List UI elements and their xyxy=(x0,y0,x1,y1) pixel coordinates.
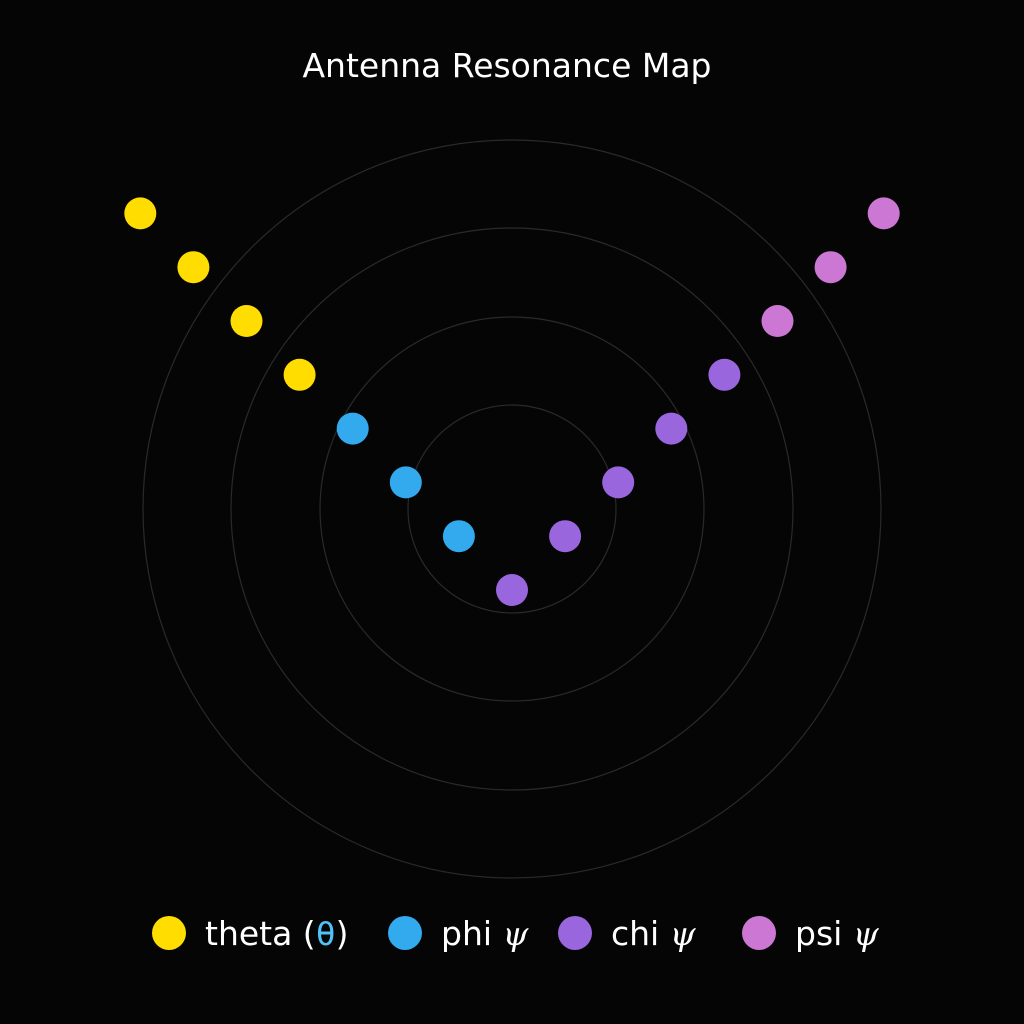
data-point-chi xyxy=(655,412,688,445)
data-point-phi xyxy=(389,466,422,499)
data-point-theta xyxy=(177,251,210,284)
grid-rings xyxy=(142,139,882,879)
legend-label-phi: phi ψ xyxy=(441,914,530,953)
legend-marker-theta xyxy=(152,916,186,950)
data-point-chi xyxy=(496,574,528,606)
data-point-phi xyxy=(442,520,475,553)
data-point-chi xyxy=(708,358,741,391)
data-point-theta xyxy=(124,197,157,230)
grid-ring xyxy=(319,316,705,702)
grid-ring xyxy=(230,227,794,791)
legend-marker-psi xyxy=(742,916,776,950)
grid-ring xyxy=(142,139,882,879)
data-point-theta xyxy=(230,305,263,337)
legend: theta (θ) phi ψ chi ψ psi ψ xyxy=(152,914,880,953)
legend-marker-chi xyxy=(558,916,592,950)
legend-label-psi: psi ψ xyxy=(795,914,880,953)
data-point-chi xyxy=(549,520,582,553)
data-points xyxy=(124,197,900,606)
legend-label-chi: chi ψ xyxy=(611,914,697,953)
legend-item-psi: psi ψ xyxy=(742,914,880,953)
legend-item-chi: chi ψ xyxy=(558,914,697,953)
legend-item-phi: phi ψ xyxy=(388,914,530,953)
legend-marker-phi xyxy=(388,916,422,950)
data-point-psi xyxy=(761,305,794,337)
grid-ring xyxy=(407,404,617,614)
legend-item-theta: theta (θ) xyxy=(152,914,348,953)
data-point-psi xyxy=(814,251,847,284)
chart-title: Antenna Resonance Map xyxy=(302,46,711,85)
data-point-phi xyxy=(336,412,369,445)
data-point-chi xyxy=(602,466,635,499)
data-point-theta xyxy=(283,358,316,391)
data-point-psi xyxy=(867,197,900,230)
legend-label-theta: theta (θ) xyxy=(205,914,348,953)
